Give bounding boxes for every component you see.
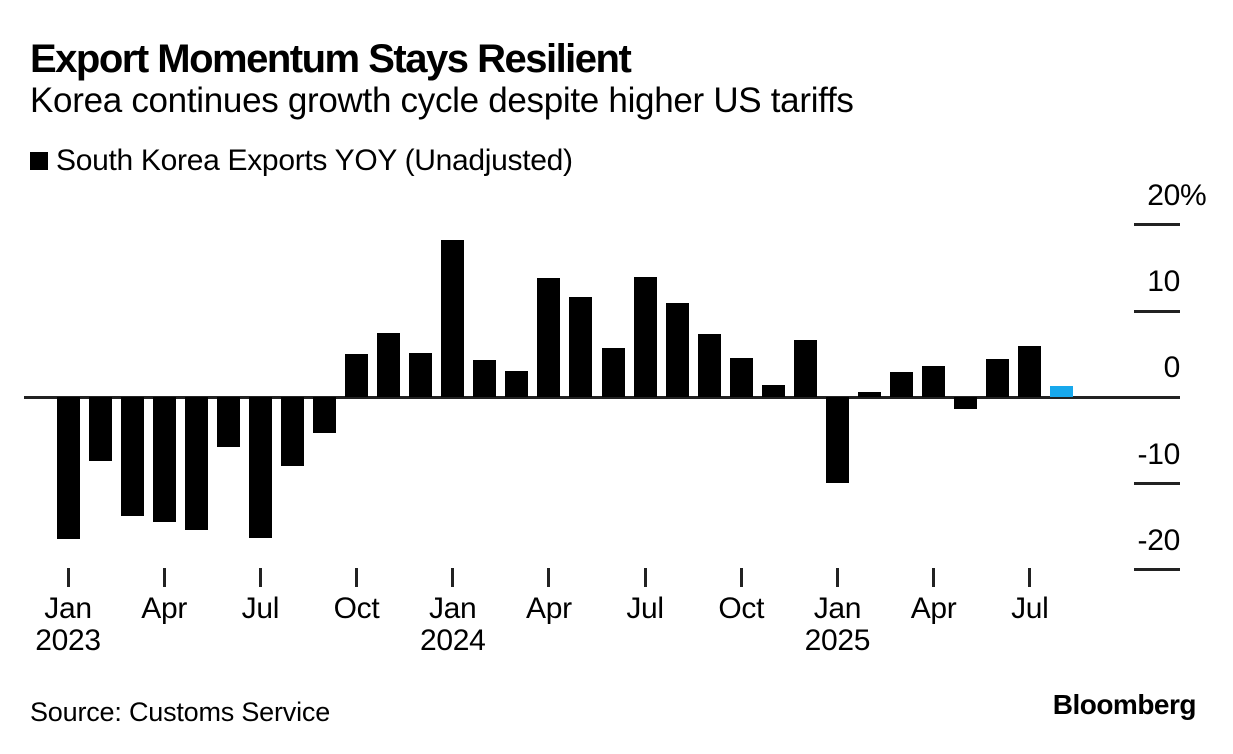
bar-apr-2024 xyxy=(537,278,561,398)
y-axis-label: -10 xyxy=(1137,437,1181,471)
x-axis-tick xyxy=(835,568,839,587)
y-axis-tick xyxy=(1134,223,1180,227)
bloomberg-logo: Bloomberg xyxy=(1052,689,1197,720)
bar-nov-2024 xyxy=(761,385,785,398)
y-axis-unit: % xyxy=(1180,178,1207,212)
bar-jan-2025 xyxy=(825,397,849,483)
zero-axis-line xyxy=(24,395,1180,399)
bar-dec-2023 xyxy=(409,353,433,398)
bar-may-2024 xyxy=(569,297,593,398)
x-axis-tick xyxy=(547,568,551,587)
chart-title: Export Momentum Stays Resilient xyxy=(30,37,632,81)
bar-mar-2024 xyxy=(505,370,529,398)
bar-mar-2023 xyxy=(120,397,144,517)
x-axis-month-label: Jul xyxy=(1011,592,1049,625)
y-axis-tick xyxy=(1134,482,1180,486)
x-axis-tick xyxy=(932,568,936,587)
y-axis-label-text: 10 xyxy=(1147,265,1180,299)
bar-aug-2023 xyxy=(280,397,304,467)
x-axis-month-label: Jan xyxy=(428,592,477,625)
x-axis-tick xyxy=(162,568,166,587)
bar-jan-2023 xyxy=(56,397,80,539)
y-axis-label-text: 0 xyxy=(1163,351,1181,385)
bar-jan-2024 xyxy=(441,240,465,398)
bar-jul-2024 xyxy=(633,276,657,398)
bar-feb-2024 xyxy=(473,360,497,398)
y-axis-label: 10 xyxy=(1147,267,1180,297)
bar-may-2023 xyxy=(184,397,208,531)
x-axis-tick xyxy=(1028,568,1032,587)
x-axis-month-label: Apr xyxy=(910,592,957,625)
bar-sep-2024 xyxy=(697,334,721,398)
y-axis-label: 0 xyxy=(1163,351,1181,385)
y-axis-tick xyxy=(1134,568,1180,572)
x-axis-month-label: Apr xyxy=(141,592,188,625)
bar-jun-2025 xyxy=(986,359,1010,398)
x-axis-month-label: Jan xyxy=(813,592,862,625)
x-axis-tick xyxy=(451,568,455,587)
x-axis-tick xyxy=(355,568,359,587)
x-axis-tick xyxy=(258,568,262,587)
legend-swatch-icon xyxy=(30,152,48,170)
x-axis-year-label: 2025 xyxy=(804,624,871,657)
bar-jun-2024 xyxy=(601,348,625,398)
x-axis-month-label: Jul xyxy=(626,592,664,625)
legend-label: South Korea Exports YOY (Unadjusted) xyxy=(56,144,573,177)
bar-jun-2023 xyxy=(216,397,240,448)
x-axis-month-label: Jul xyxy=(241,592,280,625)
bar-oct-2023 xyxy=(345,354,369,398)
bar-feb-2023 xyxy=(88,397,112,462)
x-axis-month-label: Oct xyxy=(718,592,765,625)
x-axis-month-label: Jan xyxy=(44,592,92,625)
y-axis-label-text: -10 xyxy=(1137,437,1181,471)
chart-subtitle: Korea continues growth cycle despite hig… xyxy=(30,81,854,120)
bar-aug-2024 xyxy=(665,302,689,398)
bar-aug-2025 xyxy=(1050,386,1074,398)
bar-apr-2023 xyxy=(152,397,176,522)
bar-mar-2025 xyxy=(890,372,914,398)
x-axis-year-label: 2023 xyxy=(35,624,101,657)
bar-dec-2024 xyxy=(793,339,817,398)
x-axis-tick xyxy=(66,568,70,587)
y-axis-label: 20% xyxy=(1147,178,1206,212)
x-axis-tick xyxy=(643,568,647,587)
bar-jul-2025 xyxy=(1018,345,1042,398)
y-axis-label-text: -20 xyxy=(1137,523,1181,557)
x-axis-year-label: 2024 xyxy=(419,624,486,657)
bar-apr-2025 xyxy=(922,366,946,398)
x-axis-tick xyxy=(739,568,743,587)
y-axis-tick xyxy=(1134,309,1180,313)
source-note: Source: Customs Service xyxy=(30,697,331,727)
y-axis-label: -20 xyxy=(1137,523,1181,557)
bar-jul-2023 xyxy=(248,397,272,538)
x-axis-month-label: Apr xyxy=(525,592,572,625)
bar-oct-2024 xyxy=(729,357,753,398)
x-axis-month-label: Oct xyxy=(333,592,380,625)
y-axis-label-text: 20 xyxy=(1147,178,1180,212)
bar-sep-2023 xyxy=(312,397,336,433)
bar-may-2025 xyxy=(954,397,978,409)
bar-feb-2025 xyxy=(858,392,881,398)
bar-nov-2023 xyxy=(377,332,401,398)
